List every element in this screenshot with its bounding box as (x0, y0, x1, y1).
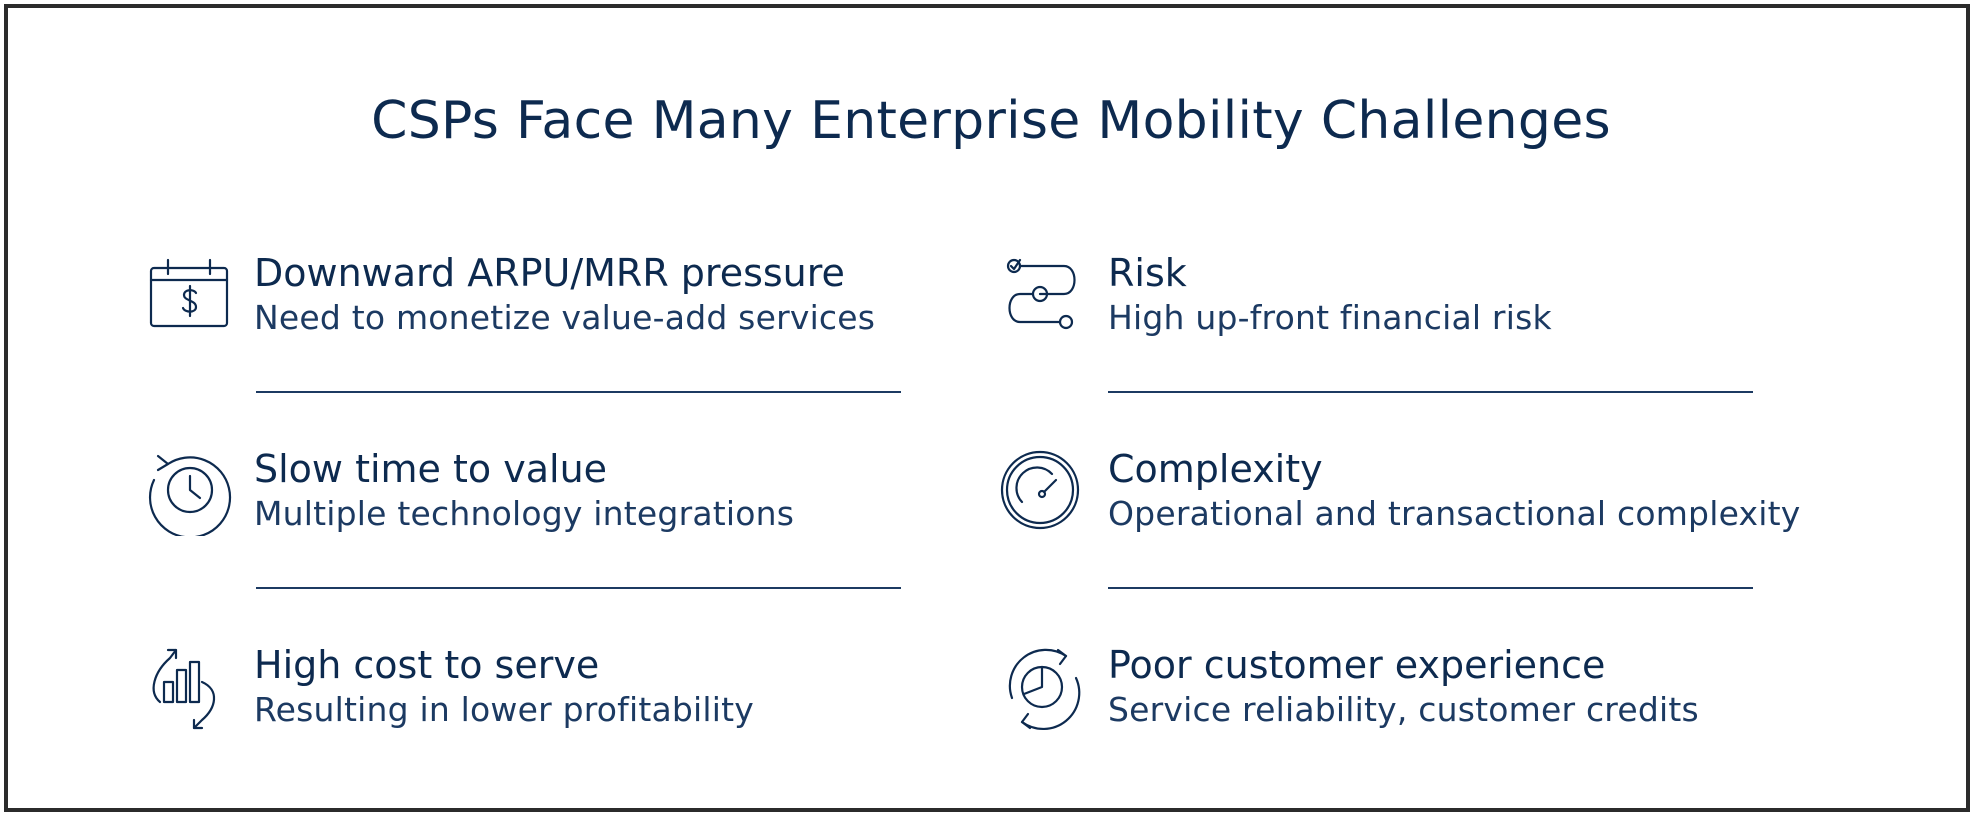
challenge-description: Service reliability, customer credits (1108, 690, 1699, 729)
challenge-heading: Risk (1108, 251, 1187, 295)
divider-right-1 (1108, 391, 1753, 393)
clock-history-icon (146, 446, 236, 536)
route-risk-icon (1000, 250, 1090, 340)
challenge-heading: High cost to serve (254, 643, 600, 687)
divider-right-2 (1108, 587, 1753, 589)
challenge-heading: Complexity (1108, 447, 1323, 491)
challenge-description: Operational and transactional complexity (1108, 494, 1801, 533)
challenge-complexity: Complexity Operational and transactional… (1000, 446, 1800, 576)
challenge-downward-arpu: Downward ARPU/MRR pressure Need to monet… (146, 250, 906, 380)
challenge-heading: Downward ARPU/MRR pressure (254, 251, 845, 295)
divider-left-2 (256, 587, 901, 589)
challenge-slow-time: Slow time to value Multiple technology i… (146, 446, 906, 576)
refresh-pie-icon (1000, 642, 1090, 732)
challenge-description: High up-front financial risk (1108, 298, 1552, 337)
gauge-icon (1000, 446, 1090, 536)
divider-left-1 (256, 391, 901, 393)
calendar-dollar-icon (146, 250, 236, 340)
cost-chart-icon (146, 642, 236, 732)
challenge-heading: Slow time to value (254, 447, 608, 491)
diagram-frame (4, 4, 1970, 812)
page-title: CSPs Face Many Enterprise Mobility Chall… (371, 91, 1611, 151)
challenge-poor-experience: Poor customer experience Service reliabi… (1000, 642, 1760, 772)
challenge-heading: Poor customer experience (1108, 643, 1606, 687)
challenge-risk: Risk High up-front financial risk (1000, 250, 1760, 380)
challenge-high-cost: High cost to serve Resulting in lower pr… (146, 642, 906, 772)
challenge-description: Need to monetize value-add services (254, 298, 876, 337)
challenge-description: Multiple technology integrations (254, 494, 795, 533)
challenge-description: Resulting in lower profitability (254, 690, 755, 729)
